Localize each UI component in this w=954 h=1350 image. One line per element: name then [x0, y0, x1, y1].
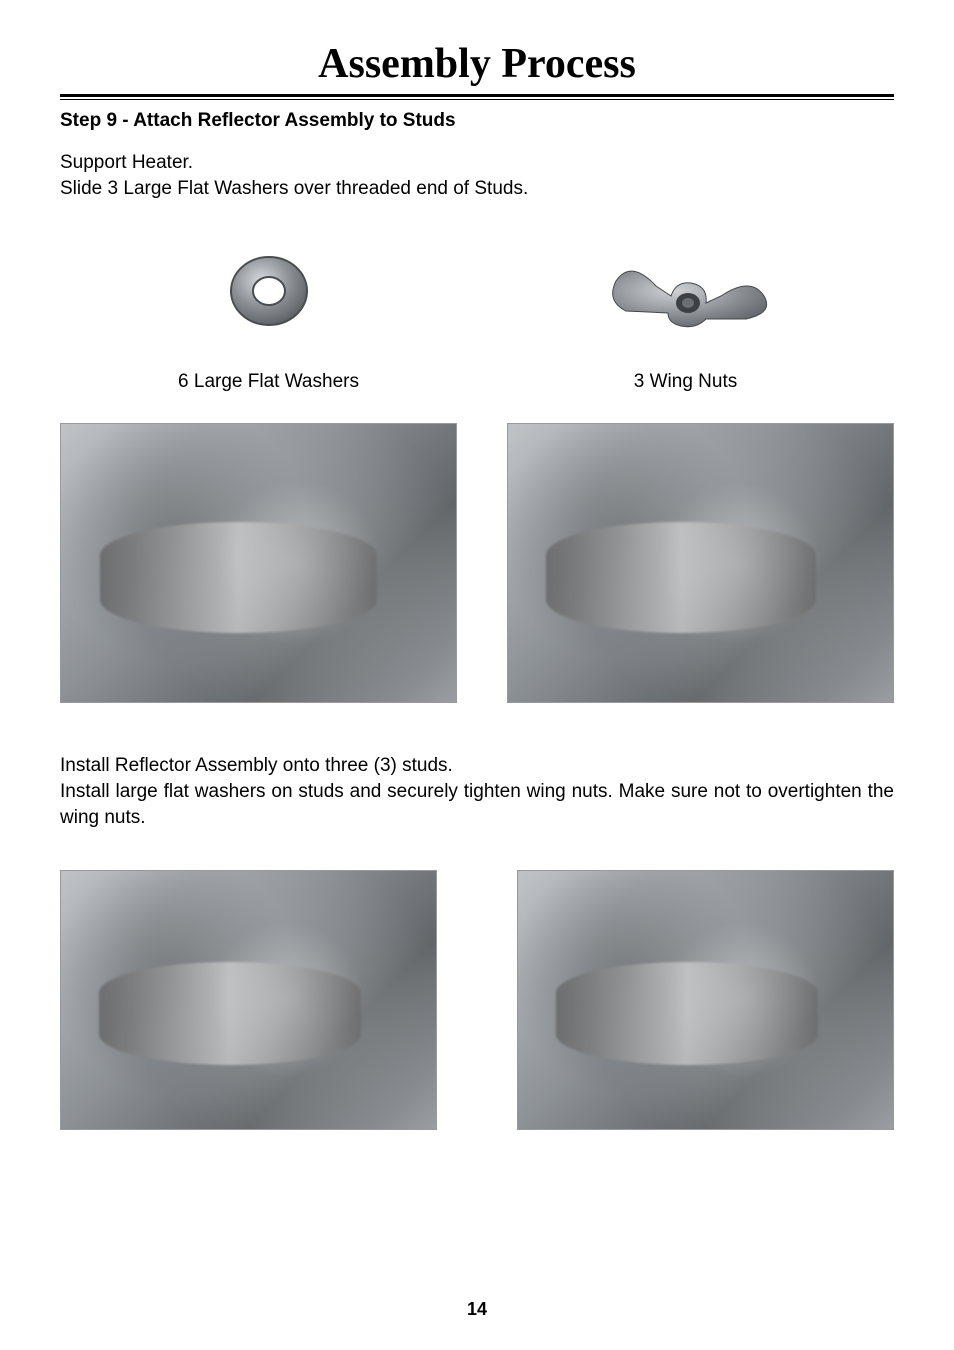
wingnut-column: 3 Wing Nuts: [477, 241, 894, 393]
rule-thin: [60, 99, 894, 100]
parts-row: 6 Large Flat Washers 3 Wing Nuts: [60, 241, 894, 393]
assembly-photo-1: [60, 423, 457, 703]
instruction-block: Install Reflector Assembly onto three (3…: [60, 753, 894, 830]
intro-line-1: Support Heater.: [60, 150, 894, 176]
washer-column: 6 Large Flat Washers: [60, 241, 477, 393]
intro-text: Support Heater. Slide 3 Large Flat Washe…: [60, 150, 894, 201]
rule-thick: [60, 94, 894, 97]
body-line-2: Install large flat washers on studs and …: [60, 779, 894, 830]
body-line-1: Install Reflector Assembly onto three (3…: [60, 753, 894, 779]
page-title: Assembly Process: [60, 40, 894, 88]
document-page: Assembly Process Step 9 - Attach Reflect…: [0, 0, 954, 1350]
photo-row-1: [60, 423, 894, 703]
photo-row-2: [60, 870, 894, 1130]
intro-line-2: Slide 3 Large Flat Washers over threaded…: [60, 176, 894, 202]
washer-icon: [209, 241, 329, 341]
page-number: 14: [0, 1299, 954, 1320]
wingnut-icon: [596, 241, 776, 341]
wingnuts-label: 3 Wing Nuts: [634, 371, 737, 393]
washers-label: 6 Large Flat Washers: [178, 371, 359, 393]
assembly-photo-4: [517, 870, 894, 1130]
step-heading: Step 9 - Attach Reflector Assembly to St…: [60, 110, 894, 132]
assembly-photo-2: [507, 423, 894, 703]
assembly-photo-3: [60, 870, 437, 1130]
